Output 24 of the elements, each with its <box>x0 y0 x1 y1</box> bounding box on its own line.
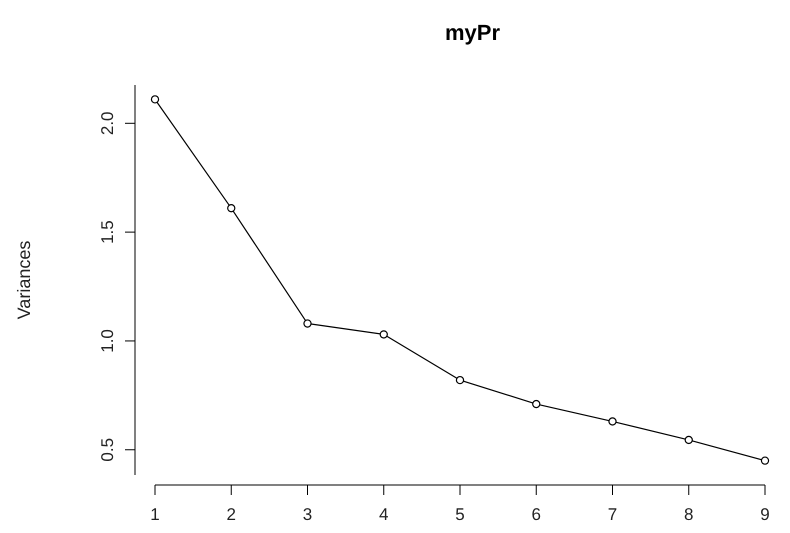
x-tick-label: 8 <box>684 505 694 524</box>
point <box>608 417 617 426</box>
y-axis-title: Variances <box>14 240 34 320</box>
y-tick-label: 1.5 <box>98 220 117 244</box>
x-tick-label: 2 <box>226 505 236 524</box>
x-tick-label: 6 <box>532 505 541 524</box>
x-tick-label: 5 <box>455 505 465 524</box>
chart-title: myPr <box>444 20 500 45</box>
y-tick-label: 1.0 <box>98 329 117 353</box>
x-tick-label: 3 <box>302 505 312 524</box>
y-tick-label: 0.5 <box>98 438 117 462</box>
point <box>760 456 770 465</box>
point <box>303 319 312 328</box>
x-tick-label: 1 <box>150 505 160 524</box>
point <box>532 400 540 408</box>
point <box>150 95 160 104</box>
x-tick-label: 7 <box>608 505 618 524</box>
x-tick-label: 4 <box>379 505 388 524</box>
point <box>380 330 388 339</box>
y-tick-label: 2.0 <box>98 111 117 136</box>
point <box>684 436 693 444</box>
x-tick-label: 9 <box>760 505 770 524</box>
point <box>456 376 464 384</box>
point <box>227 204 236 212</box>
